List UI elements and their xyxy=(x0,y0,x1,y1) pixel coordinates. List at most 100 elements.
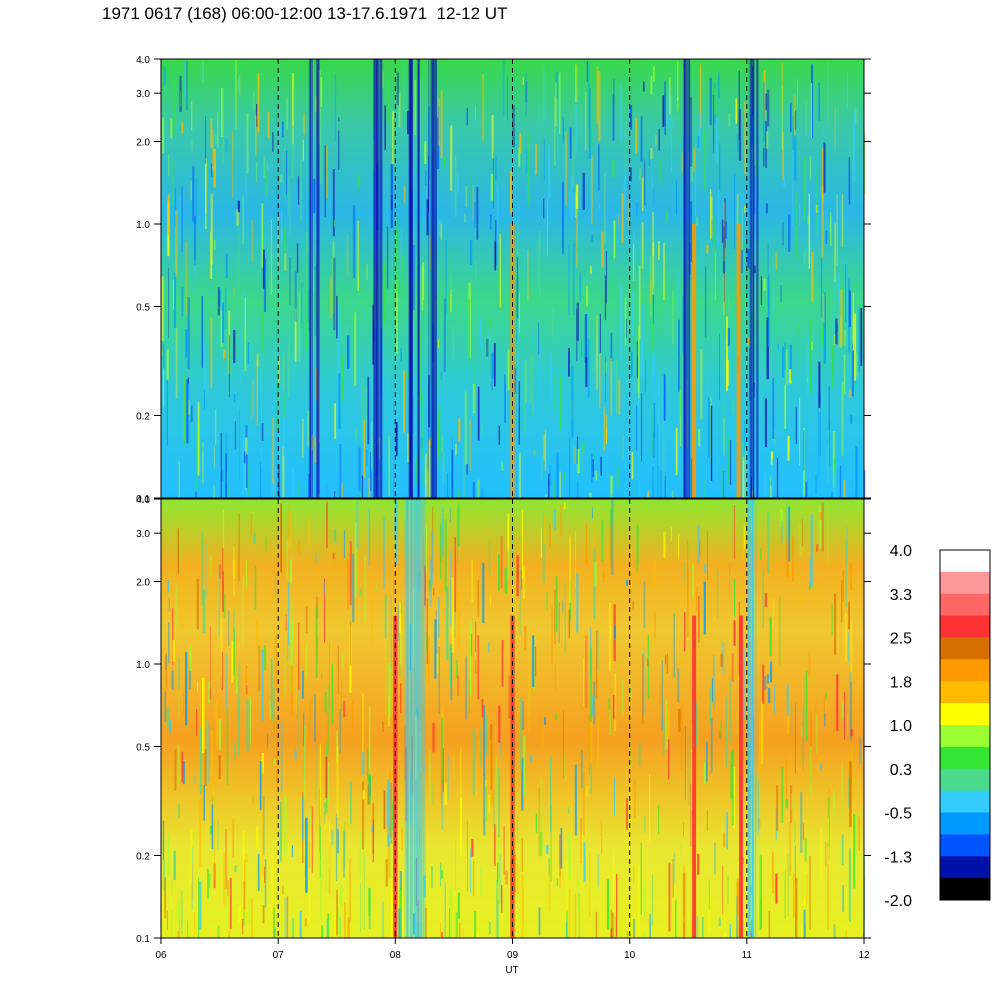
y-tick-label: 3.0 xyxy=(136,89,150,100)
y-tick-label: 0.2 xyxy=(136,412,150,423)
dark-streak xyxy=(309,59,312,498)
lower-spectrogram-panel: 4.0 3.0 2.0 1.0 0.5 0.2 0.1 xyxy=(136,495,871,945)
bright-streak xyxy=(692,615,697,938)
dark-streak xyxy=(413,499,417,938)
colorbar-swatch xyxy=(940,550,990,573)
y-tick-label: 2.0 xyxy=(136,138,150,149)
dark-streak xyxy=(404,499,408,938)
bright-streak xyxy=(393,615,398,938)
colorbar-label: 2.5 xyxy=(890,631,912,648)
y-tick-label: 0.1 xyxy=(136,494,150,505)
colorbar-swatch xyxy=(940,878,990,901)
dark-streak xyxy=(373,59,376,498)
dark-streak xyxy=(417,59,420,498)
y-tick-label: 0.5 xyxy=(136,303,150,314)
dark-streak xyxy=(420,499,424,938)
colorbar-label: 1.0 xyxy=(890,718,912,735)
dark-streak xyxy=(752,59,754,498)
colorbar-swatch xyxy=(940,746,990,770)
panel-frame xyxy=(160,58,865,499)
colorbar-swatch xyxy=(940,812,990,835)
spectrogram-texture xyxy=(161,59,866,498)
dark-streak xyxy=(379,59,383,498)
dark-streak xyxy=(433,59,436,498)
dark-streak xyxy=(428,59,430,498)
dark-streak xyxy=(750,59,754,498)
colorbar-swatch xyxy=(940,637,990,660)
colorbar-swatch xyxy=(940,703,990,726)
dark-streak xyxy=(374,59,378,498)
x-tick-label: 07 xyxy=(273,950,285,961)
colorbar-label: 4.0 xyxy=(890,543,912,560)
dark-streak xyxy=(749,59,752,498)
dark-streak xyxy=(318,59,320,498)
dark-streak xyxy=(686,59,689,498)
colorbar-label: -2.0 xyxy=(884,893,912,910)
y-tick-label: 4.0 xyxy=(136,495,150,506)
dark-streak xyxy=(756,59,758,498)
dark-streak xyxy=(751,499,754,938)
colorbar-swatch xyxy=(940,593,990,617)
dark-streak xyxy=(311,59,313,498)
dark-streak xyxy=(754,499,757,938)
dark-streak xyxy=(410,59,413,498)
y-tick-label: 3.0 xyxy=(136,529,150,540)
y-tick-label: 0.2 xyxy=(136,852,150,863)
dark-streak xyxy=(315,59,318,498)
upper-spectrogram-panel: 4.0 3.0 2.0 1.0 0.5 0.2 0.1 xyxy=(136,55,871,505)
dark-streak xyxy=(411,499,414,938)
y-tick-label: 4.0 xyxy=(136,55,150,66)
dark-streak xyxy=(419,499,422,938)
colorbar-swatch xyxy=(940,571,990,595)
dark-streak xyxy=(406,499,408,938)
colorbar-frame xyxy=(939,549,991,901)
x-tick-label: 06 xyxy=(155,950,167,961)
dark-streak xyxy=(377,59,380,498)
bright-streak xyxy=(739,615,743,938)
dark-streak xyxy=(757,59,759,498)
y-tick-label: 0.5 xyxy=(136,743,150,754)
x-tick-label: 11 xyxy=(742,950,753,961)
bright-streak xyxy=(510,615,515,938)
chart-title: 1971 0617 (168) 06:00-12:00 13-17.6.1971… xyxy=(102,4,508,23)
dark-streak xyxy=(753,59,755,498)
dark-streak xyxy=(688,59,690,498)
colorbar-label: -0.5 xyxy=(884,806,912,823)
dark-streak xyxy=(748,499,751,938)
dark-streak xyxy=(409,499,411,938)
dark-streak xyxy=(689,59,691,498)
colorbar-swatch xyxy=(940,681,990,704)
x-tick-label: 08 xyxy=(390,950,402,961)
y-tick-label: 0.1 xyxy=(136,934,150,945)
colorbar-label: 3.3 xyxy=(890,587,912,604)
colorbar-label: 1.8 xyxy=(890,674,912,691)
dark-streak xyxy=(683,59,686,498)
colorbar-swatch xyxy=(940,615,990,638)
dark-streak xyxy=(435,59,437,498)
dark-streak xyxy=(309,59,311,498)
x-tick-label: 10 xyxy=(624,950,636,961)
x-tick-label: 12 xyxy=(858,950,870,961)
dark-streak xyxy=(416,499,418,938)
dark-streak xyxy=(431,59,434,498)
colorbar: 4.0 3.3 2.5 1.8 1.0 0.3 -0.5 -1.3 -2.0 xyxy=(884,543,991,910)
x-axis-label: UT xyxy=(505,965,518,976)
dark-streak xyxy=(406,499,409,938)
colorbar-swatch xyxy=(940,790,990,813)
y-tick-label: 2.0 xyxy=(136,578,150,589)
y-tick-label: 1.0 xyxy=(136,220,150,231)
dark-streak xyxy=(376,59,378,498)
colorbar-swatch xyxy=(940,834,990,857)
bright-streak xyxy=(736,224,741,498)
colorbar-swatch xyxy=(940,659,990,682)
colorbar-swatch xyxy=(940,856,990,879)
dark-streak xyxy=(416,499,420,938)
dark-streak xyxy=(430,59,432,498)
colorbar-swatch xyxy=(940,725,990,748)
colorbar-label: 0.3 xyxy=(890,762,912,779)
dark-streak xyxy=(408,59,412,498)
y-tick-label: 1.0 xyxy=(136,660,150,671)
dark-streak xyxy=(316,59,319,498)
dark-streak xyxy=(422,499,426,938)
